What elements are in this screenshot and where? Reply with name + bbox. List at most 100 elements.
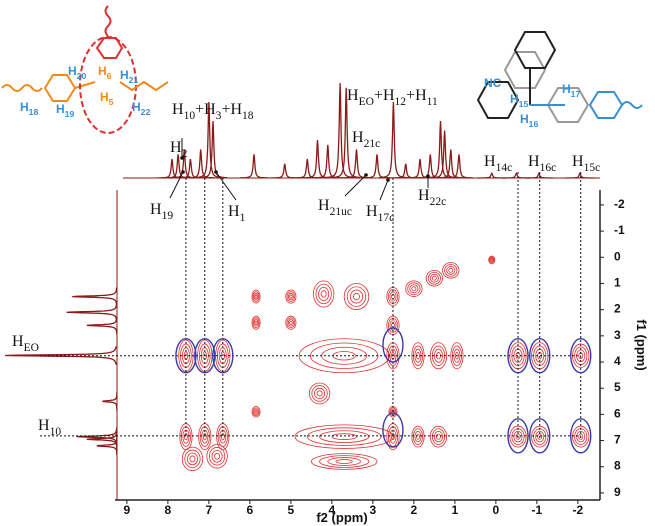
cross-peak bbox=[311, 454, 377, 470]
contour-level bbox=[344, 283, 369, 309]
cross-peak bbox=[207, 444, 227, 468]
contour-level bbox=[432, 276, 436, 280]
bond bbox=[75, 82, 95, 88]
contour-level bbox=[390, 430, 396, 443]
f2-projection-peak bbox=[566, 173, 595, 178]
x-tick-label: 6 bbox=[247, 503, 254, 517]
x-tick-label: 9 bbox=[124, 503, 131, 517]
x-axis-label: f2 (ppm) bbox=[316, 510, 367, 525]
f1-projection-peak bbox=[77, 428, 117, 446]
y-axis-label: f1 (ppm) bbox=[634, 319, 649, 370]
contour-level bbox=[290, 321, 293, 324]
x-tick-label: 2 bbox=[411, 503, 418, 517]
structure-label: H17 bbox=[562, 82, 580, 99]
contour-level bbox=[336, 460, 352, 464]
f1-projection-peak bbox=[102, 392, 117, 410]
arrow bbox=[216, 172, 236, 200]
arrow bbox=[380, 180, 388, 200]
cross-peak bbox=[426, 270, 442, 286]
contour-level bbox=[412, 287, 416, 291]
arrow-head bbox=[426, 174, 430, 178]
x-tick-label: 8 bbox=[165, 503, 172, 517]
structure-label: H16 bbox=[520, 112, 538, 129]
bond bbox=[120, 82, 168, 90]
f2-projection-peak bbox=[293, 159, 322, 178]
cross-peak bbox=[344, 283, 369, 309]
cross-peak bbox=[313, 281, 333, 307]
x-tick-label: -2 bbox=[573, 503, 584, 517]
contour-level bbox=[434, 431, 442, 441]
contour-level bbox=[314, 388, 324, 398]
y-tick-label: 2 bbox=[614, 302, 621, 316]
contour-level bbox=[332, 434, 357, 440]
contour-level bbox=[410, 285, 418, 293]
contour-level bbox=[290, 295, 293, 298]
contour-level bbox=[321, 291, 326, 298]
x-tick-label: 3 bbox=[370, 503, 377, 517]
bond bbox=[622, 102, 642, 108]
annotation: H19 bbox=[150, 201, 173, 222]
ring bbox=[515, 32, 555, 68]
y-tick-label: 8 bbox=[614, 459, 621, 473]
y-tick-label: -1 bbox=[614, 223, 625, 237]
annotation: H22c bbox=[418, 187, 446, 208]
contour-level bbox=[182, 447, 202, 471]
annotation: H21c bbox=[352, 129, 380, 150]
contour-level bbox=[288, 319, 293, 326]
y-tick-label: 1 bbox=[614, 276, 621, 290]
annotation: H16c bbox=[528, 153, 556, 174]
x-tick-label: 7 bbox=[206, 503, 213, 517]
y-tick-label: 9 bbox=[614, 485, 621, 499]
contour-level bbox=[255, 321, 257, 324]
contour-level bbox=[449, 268, 453, 272]
f2-projection-peak bbox=[426, 121, 455, 178]
f2-projection-peak bbox=[379, 102, 408, 178]
contour-level bbox=[328, 458, 361, 466]
contour-level bbox=[350, 290, 362, 303]
y-tick-label: 0 bbox=[614, 249, 621, 263]
structure-right bbox=[478, 32, 642, 122]
annotation: H10+H3+H18 bbox=[172, 101, 254, 122]
annotation: H14c bbox=[484, 153, 512, 174]
cross-peak bbox=[252, 407, 260, 417]
structure-label: NC bbox=[484, 76, 502, 90]
cross-peak bbox=[252, 316, 260, 329]
x-tick-label: 0 bbox=[493, 503, 500, 517]
contour-level bbox=[187, 453, 197, 465]
cross-peak bbox=[286, 290, 296, 303]
x-tick-label: 1 bbox=[452, 503, 459, 517]
structure-label: H15 bbox=[510, 92, 528, 109]
highlight bbox=[383, 328, 403, 362]
contour-level bbox=[436, 434, 440, 439]
annotation: HEO+H12+H11 bbox=[347, 87, 438, 108]
contour-level bbox=[207, 444, 227, 468]
cross-peak bbox=[412, 426, 424, 447]
contour-level bbox=[430, 426, 446, 447]
y-tick-label: 4 bbox=[614, 354, 621, 368]
contour-level bbox=[320, 431, 369, 443]
contour-level bbox=[416, 434, 419, 439]
f1-projection-peak bbox=[87, 316, 117, 334]
f1-projection-peak bbox=[72, 287, 117, 305]
arrow-head bbox=[180, 156, 184, 160]
arrow-head bbox=[181, 170, 185, 174]
f1-projection-peak bbox=[67, 303, 117, 321]
bond bbox=[106, 6, 111, 36]
y-tick-label: 6 bbox=[614, 407, 621, 421]
contour-level bbox=[255, 295, 257, 298]
ring bbox=[505, 52, 545, 88]
cross-peak bbox=[489, 256, 495, 264]
contour-level bbox=[295, 425, 393, 449]
f2-projection-peak bbox=[199, 121, 228, 178]
contour-level bbox=[254, 319, 258, 326]
f2-projection-peak bbox=[502, 173, 531, 178]
y-tick-label: 5 bbox=[614, 380, 621, 394]
x-tick-label: 5 bbox=[288, 503, 295, 517]
cross-peak bbox=[286, 316, 296, 329]
contour-level bbox=[288, 293, 293, 300]
cross-peak bbox=[309, 383, 329, 404]
cross-peak bbox=[443, 263, 459, 279]
contour-level bbox=[317, 391, 322, 396]
y-tick-label: 7 bbox=[614, 433, 621, 447]
contour-level bbox=[447, 266, 455, 274]
